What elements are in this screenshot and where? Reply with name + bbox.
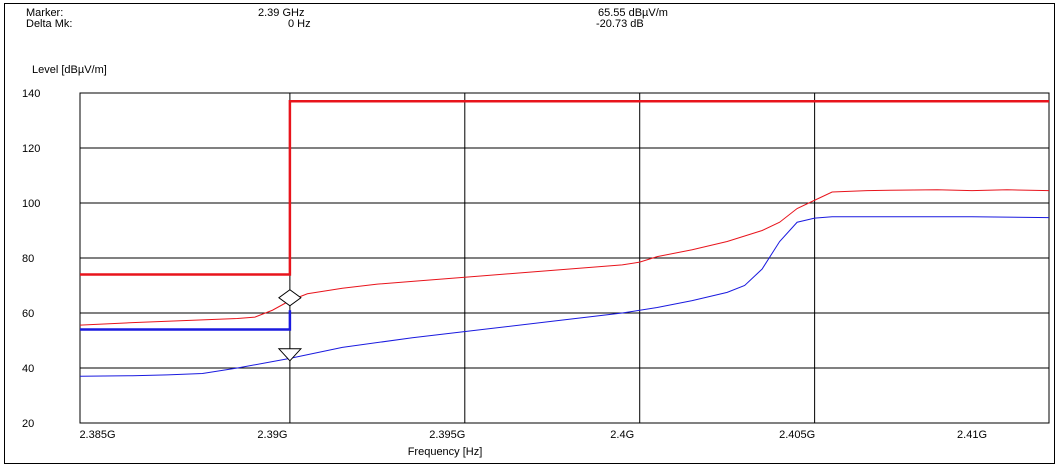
x-axis-label: Frequency [Hz] xyxy=(408,446,483,458)
y-tick-label: 20 xyxy=(22,418,34,430)
marker-label: Marker: xyxy=(26,7,64,19)
axis-labels: 20 40 60 80 100 120 140 2.385G 2.39G 2.395G 2.4G 2.… xyxy=(22,64,987,458)
x-tick-label: 2.39G xyxy=(257,429,287,441)
limit-lines xyxy=(80,100,1049,331)
average-trace xyxy=(79,216,1050,377)
delta-marker-label: Delta Mk: xyxy=(26,18,73,30)
peak-trace xyxy=(79,189,1050,326)
y-tick-label: 140 xyxy=(22,88,40,100)
marker-frequency: 2.39 GHz xyxy=(258,7,305,19)
delta-level: -20.73 dB xyxy=(596,18,644,30)
grid xyxy=(79,92,1050,424)
y-tick-label: 40 xyxy=(22,363,34,375)
chart-frame xyxy=(4,3,1055,464)
trace-series xyxy=(79,189,1050,377)
y-tick-label: 120 xyxy=(22,143,40,155)
limit-line xyxy=(80,310,292,331)
x-tick-label: 2.4G xyxy=(610,429,634,441)
limit-line xyxy=(80,100,1049,276)
y-tick-label: 100 xyxy=(22,198,40,210)
x-tick-label: 2.395G xyxy=(429,429,465,441)
marker-level: 65.55 dBµV/m xyxy=(598,7,668,19)
y-axis-label: Level [dBµV/m] xyxy=(32,64,107,76)
markers xyxy=(277,289,303,362)
delta-marker-triangle xyxy=(277,348,303,362)
x-tick-label: 2.41G xyxy=(957,429,987,441)
marker-diamond xyxy=(278,289,302,307)
x-tick-label: 2.405G xyxy=(779,429,815,441)
y-tick-label: 60 xyxy=(22,308,34,320)
y-tick-label: 80 xyxy=(22,253,34,265)
x-tick-label: 2.385G xyxy=(79,429,115,441)
delta-frequency: 0 Hz xyxy=(288,18,311,30)
